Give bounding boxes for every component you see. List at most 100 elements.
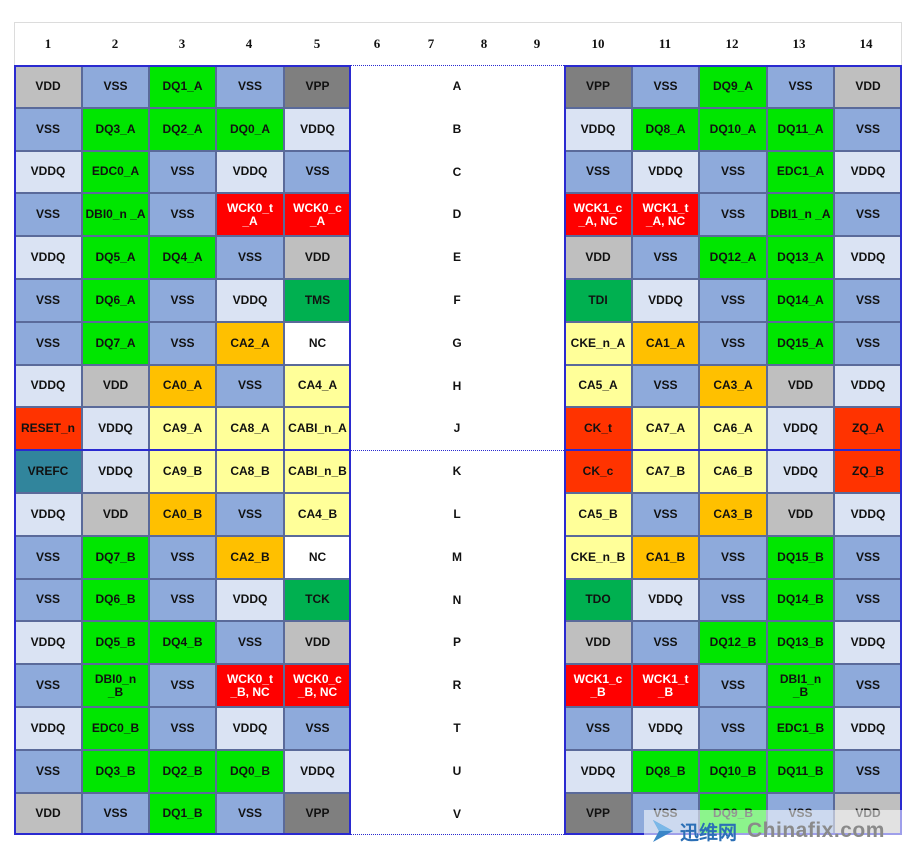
column-header-10: 10 (591, 36, 605, 51)
pin-J12: CA6_A (699, 407, 767, 451)
pin-L1: VDDQ (14, 493, 82, 536)
row-label-U: U (452, 763, 462, 778)
column-header-5: 5 (313, 36, 321, 51)
pin-U10: VDDQ (564, 749, 632, 793)
pin-G5: NC (284, 321, 351, 365)
row-label-R: R (452, 678, 462, 693)
row-label-D: D (452, 207, 462, 222)
pin-L12: CA3_B (699, 493, 767, 536)
pin-L2: VDD (82, 493, 149, 536)
pin-E2: DQ5_A (82, 236, 149, 279)
pin-G14: VSS (834, 321, 902, 365)
column-header-4: 4 (245, 36, 253, 51)
pin-E13: DQ13_A (767, 236, 834, 279)
pin-A11: VSS (632, 65, 699, 108)
row-label-N: N (452, 592, 462, 607)
pin-R13: DBI1_n _B (767, 664, 834, 707)
pin-B3: DQ2_A (149, 107, 216, 151)
pin-R12: VSS (699, 664, 767, 707)
pin-B4: DQ0_A (216, 107, 284, 151)
watermark: 迅维网 Chinafix.com (644, 810, 918, 852)
pin-G13: DQ15_A (767, 321, 834, 365)
pin-V4: VSS (216, 792, 284, 836)
pin-T3: VSS (149, 707, 216, 750)
pin-T5: VSS (284, 707, 351, 750)
pin-G12: VSS (699, 321, 767, 365)
row-label-C: C (452, 164, 462, 179)
pin-E10: VDD (564, 236, 632, 279)
column-header-12: 12 (725, 36, 739, 51)
pin-D12: VSS (699, 193, 767, 237)
pin-G2: DQ7_A (82, 321, 149, 365)
pin-M2: DQ7_B (82, 535, 149, 579)
pin-T2: EDC0_B (82, 707, 149, 750)
pin-B11: DQ8_A (632, 107, 699, 151)
pin-P11: VSS (632, 621, 699, 665)
pin-L14: VDDQ (834, 493, 902, 536)
pin-N1: VSS (14, 578, 82, 622)
pin-C10: VSS (564, 150, 632, 194)
pin-N5: TCK (284, 578, 351, 622)
row-label-H: H (452, 378, 462, 393)
pin-D4: WCK0_t _A (216, 193, 284, 237)
pin-P14: VDDQ (834, 621, 902, 665)
pin-L11: VSS (632, 493, 699, 536)
pin-T1: VDDQ (14, 707, 82, 750)
pin-D11: WCK1_t _A, NC (632, 193, 699, 237)
pin-H10: CA5_A (564, 364, 632, 408)
pin-P5: VDD (284, 621, 351, 665)
pin-J4: CA8_A (216, 407, 284, 451)
column-header-13: 13 (792, 36, 806, 51)
pin-V10: VPP (564, 792, 632, 836)
pin-A3: DQ1_A (149, 65, 216, 108)
pin-A12: DQ9_A (699, 65, 767, 108)
pin-H1: VDDQ (14, 364, 82, 408)
pin-M12: VSS (699, 535, 767, 579)
watermark-cn-text: 迅维网 (680, 821, 738, 844)
column-header-3: 3 (178, 36, 186, 51)
pin-H11: VSS (632, 364, 699, 408)
pin-B14: VSS (834, 107, 902, 151)
pin-P2: DQ5_B (82, 621, 149, 665)
pin-M13: DQ15_B (767, 535, 834, 579)
pin-L4: VSS (216, 493, 284, 536)
pin-F11: VDDQ (632, 279, 699, 322)
row-label-P: P (452, 635, 461, 650)
row-label-L: L (453, 507, 461, 521)
pin-J10: CK_t (564, 407, 632, 451)
pin-F14: VSS (834, 279, 902, 322)
pin-B1: VSS (14, 107, 82, 151)
arrow-logo-icon (653, 820, 673, 842)
pin-M10: CKE_n_B (564, 535, 632, 579)
row-label-M: M (452, 549, 462, 564)
pin-F3: VSS (149, 279, 216, 322)
pin-C11: VDDQ (632, 150, 699, 194)
pin-K1: VREFC (14, 450, 82, 493)
pin-C12: VSS (699, 150, 767, 194)
pin-B10: VDDQ (564, 107, 632, 151)
pin-E4: VSS (216, 236, 284, 279)
pin-U5: VDDQ (284, 749, 351, 793)
pin-E1: VDDQ (14, 236, 82, 279)
pin-F13: DQ14_A (767, 279, 834, 322)
column-header-9: 9 (533, 36, 541, 51)
pin-V2: VSS (82, 792, 149, 836)
pin-A1: VDD (14, 65, 82, 108)
pin-R11: WCK1_t _B (632, 664, 699, 707)
pin-U3: DQ2_B (149, 749, 216, 793)
pin-M5: NC (284, 535, 351, 579)
pin-J1: RESET_n (14, 407, 82, 451)
column-header-1: 1 (44, 36, 52, 51)
pin-J5: CABI_n_A (284, 407, 351, 451)
pin-A13: VSS (767, 65, 834, 108)
pin-M1: VSS (14, 535, 82, 579)
pin-N4: VDDQ (216, 578, 284, 622)
pin-J13: VDDQ (767, 407, 834, 451)
pin-G1: VSS (14, 321, 82, 365)
pin-N10: TDO (564, 578, 632, 622)
pin-J11: CA7_A (632, 407, 699, 451)
pin-H4: VSS (216, 364, 284, 408)
pin-V1: VDD (14, 792, 82, 836)
pin-N14: VSS (834, 578, 902, 622)
pin-G4: CA2_A (216, 321, 284, 365)
